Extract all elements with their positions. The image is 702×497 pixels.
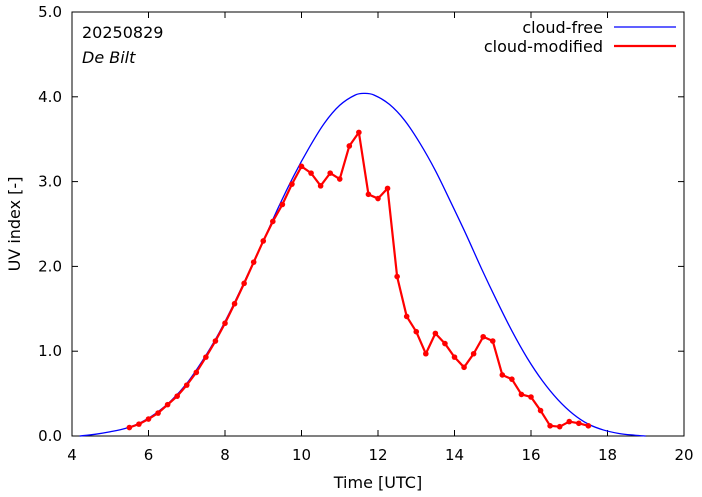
x-tick-label: 10 — [292, 446, 311, 464]
data-point-cloud-modified — [528, 394, 534, 400]
data-point-cloud-modified — [250, 259, 257, 265]
x-tick-label: 18 — [598, 446, 617, 464]
data-point-cloud-modified — [585, 423, 592, 429]
data-point-cloud-modified — [336, 176, 343, 182]
data-point-cloud-modified — [203, 354, 209, 360]
data-point-cloud-modified — [183, 382, 190, 388]
data-point-cloud-modified — [556, 423, 563, 430]
data-point-cloud-modified — [566, 418, 573, 425]
data-point-cloud-modified — [136, 421, 142, 427]
data-point-cloud-modified — [356, 129, 362, 136]
data-point-cloud-modified — [576, 420, 582, 427]
data-point-cloud-modified — [289, 181, 295, 187]
y-tick-label: 3.0 — [38, 173, 62, 191]
x-tick-label: 8 — [220, 446, 230, 464]
data-point-cloud-modified — [432, 330, 439, 337]
series-cloud-free — [79, 92, 646, 437]
x-tick-label: 6 — [144, 446, 154, 464]
x-tick-label: 14 — [445, 446, 464, 464]
data-point-cloud-modified — [518, 391, 525, 398]
y-tick-label: 2.0 — [38, 257, 62, 275]
data-point-cloud-modified — [442, 340, 448, 347]
data-point-cloud-modified — [241, 280, 247, 287]
data-point-cloud-modified — [193, 369, 200, 376]
data-point-cloud-modified — [308, 170, 314, 176]
data-point-cloud-modified — [423, 350, 429, 357]
data-point-cloud-modified — [260, 238, 267, 244]
data-point-cloud-modified — [231, 300, 238, 307]
annotation-date: 20250829 — [82, 23, 163, 42]
y-axis-title: UV index [-] — [5, 177, 24, 272]
data-point-cloud-modified — [470, 350, 477, 357]
series-cloud-modified — [126, 129, 592, 431]
data-point-cloud-modified — [509, 376, 515, 382]
y-tick-label: 0.0 — [38, 427, 62, 445]
x-tick-label: 12 — [368, 446, 387, 464]
data-point-cloud-modified — [126, 424, 133, 431]
data-point-cloud-modified — [384, 185, 391, 192]
data-point-cloud-modified — [222, 320, 228, 327]
data-point-cloud-modified — [145, 416, 152, 422]
data-point-cloud-modified — [499, 372, 506, 378]
data-point-cloud-modified — [212, 338, 219, 344]
x-tick-label: 4 — [67, 446, 77, 464]
annotation-station: De Bilt — [82, 48, 136, 67]
data-point-cloud-modified — [547, 423, 553, 429]
y-tick-label: 1.0 — [38, 342, 62, 360]
x-tick-labels: 4 6 8 10 12 14 16 18 20 — [67, 446, 693, 464]
data-point-cloud-modified — [346, 143, 353, 149]
x-tick-label: 16 — [521, 446, 540, 464]
plot-frame — [71, 11, 685, 437]
legend: cloud-free cloud-modified — [484, 18, 676, 56]
data-point-cloud-modified — [461, 364, 467, 371]
y-tick-label: 5.0 — [38, 3, 62, 21]
data-point-cloud-modified — [365, 191, 372, 198]
data-point-cloud-modified — [174, 393, 180, 399]
legend-label-cloud-modified: cloud-modified — [484, 37, 603, 56]
legend-label-cloud-free: cloud-free — [522, 18, 603, 37]
data-point-cloud-modified — [537, 407, 544, 414]
data-point-cloud-modified — [480, 333, 486, 340]
data-point-cloud-modified — [403, 313, 410, 320]
data-point-cloud-modified — [298, 163, 305, 170]
x-axis-title: Time [UTC] — [333, 473, 422, 492]
x-tick-label: 20 — [674, 446, 693, 464]
data-point-cloud-modified — [394, 273, 400, 280]
data-point-cloud-modified — [413, 328, 420, 335]
data-point-cloud-modified — [375, 195, 381, 202]
y-tick-label: 4.0 — [38, 88, 62, 106]
data-point-cloud-modified — [164, 401, 171, 408]
data-point-cloud-modified — [327, 170, 333, 176]
series-layer — [79, 92, 646, 437]
series-line-cloud-modified — [129, 131, 589, 429]
data-point-cloud-modified — [317, 183, 324, 189]
data-point-cloud-modified — [489, 338, 496, 344]
y-tick-labels: 0.0 1.0 2.0 3.0 4.0 5.0 — [38, 3, 62, 445]
data-point-cloud-modified — [155, 410, 161, 416]
data-point-cloud-modified — [270, 218, 276, 225]
data-point-cloud-modified — [279, 201, 286, 208]
axis-ticks — [71, 11, 685, 437]
data-point-cloud-modified — [451, 354, 458, 360]
series-line-cloud-free — [79, 92, 646, 437]
